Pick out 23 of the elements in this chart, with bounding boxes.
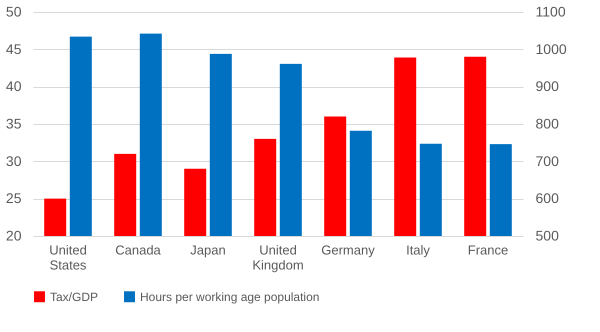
y2-tick-label: 700 [536,152,560,169]
legend-label: Hours per working age population [140,290,320,304]
x-tick-label: France [468,242,508,258]
y-tick-label: 50 [6,4,22,20]
legend-label: Tax/GDP [50,290,98,304]
y-tick-label: 25 [6,190,22,206]
x-tick-label: Germany [321,242,376,258]
y-tick-label: 40 [6,78,22,94]
y2-tick-label: 900 [536,78,560,94]
x-tick-label: United Kingdom [252,242,304,272]
y-tick-label: 35 [6,116,22,132]
x-tick-label: Italy [406,242,430,258]
x-tick-label: Canada [115,242,162,258]
y-tick-label: 20 [6,228,22,244]
y2-tick-label: 800 [536,116,560,132]
y-tick-label: 45 [6,40,22,57]
y-tick-label: 30 [6,152,22,169]
y2-tick-label: 500 [536,228,560,244]
y2-tick-label: 1100 [536,4,566,20]
y2-tick-label: 1000 [536,40,567,57]
x-tick-label: United States [49,242,87,272]
y2-tick-label: 600 [536,190,560,206]
x-tick-label: Japan [190,242,226,258]
